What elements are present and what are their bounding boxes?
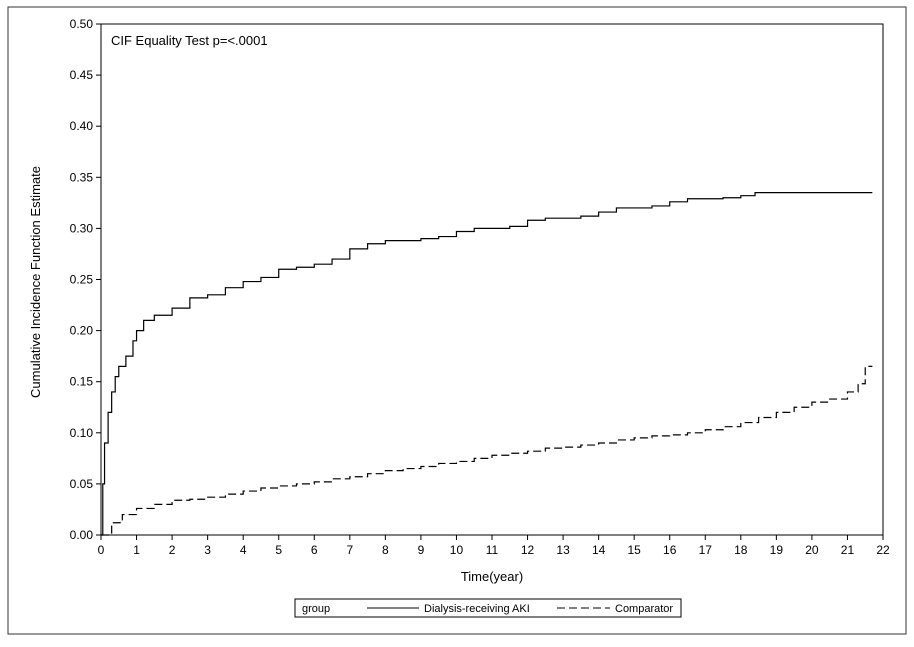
x-tick-label: 15 — [628, 543, 642, 557]
x-tick-label: 12 — [521, 543, 535, 557]
x-tick-label: 19 — [770, 543, 784, 557]
y-tick-label: 0.20 — [70, 324, 94, 338]
y-tick-label: 0.30 — [70, 221, 94, 235]
legend: group Dialysis-receiving AKI Comparator — [294, 598, 682, 618]
x-tick-label: 13 — [556, 543, 570, 557]
annotation-text: CIF Equality Test p=<.0001 — [111, 33, 268, 48]
x-tick-label: 8 — [382, 543, 389, 557]
x-tick-label: 20 — [805, 543, 819, 557]
x-tick-label: 14 — [592, 543, 606, 557]
legend-entry-comparator: Comparator — [615, 603, 673, 615]
x-tick-label: 4 — [240, 543, 247, 557]
y-tick-label: 0.05 — [70, 477, 94, 491]
outer-frame — [7, 6, 907, 635]
x-tick-label: 3 — [204, 543, 211, 557]
y-tick-label: 0.50 — [70, 17, 94, 31]
series-line-dialysis-aki — [101, 192, 873, 536]
y-tick-label: 0.25 — [70, 273, 94, 287]
series-line-comparator — [101, 365, 873, 536]
x-tick-label: 22 — [876, 543, 890, 557]
x-tick-label: 0 — [98, 543, 105, 557]
x-tick-label: 6 — [311, 543, 318, 557]
x-tick-label: 21 — [841, 543, 855, 557]
y-axis: 0.00 0.05 0.10 0.15 0.20 0.25 0.30 0.35 0.40 0.45… — [70, 17, 101, 542]
y-axis-label: Cumulative Incidence Function Estimate — [28, 166, 43, 398]
series-lines — [101, 192, 873, 536]
x-tick-label: 5 — [275, 543, 282, 557]
x-axis: 0 1 2 3 4 5 6 7 8 9 10 11 12 13 14 15 16 17 18 19 20 21 22 — [98, 535, 890, 557]
y-tick-label: 0.15 — [70, 375, 94, 389]
x-tick-label: 10 — [450, 543, 464, 557]
x-tick-label: 16 — [663, 543, 677, 557]
x-tick-label: 11 — [486, 543, 499, 557]
legend-box — [294, 598, 682, 618]
legend-entry-dialysis: Dialysis-receiving AKI — [424, 603, 530, 615]
x-tick-label: 9 — [418, 543, 425, 557]
y-tick-label: 0.35 — [70, 170, 94, 184]
y-tick-label: 0.45 — [70, 68, 94, 82]
y-tick-label: 0.00 — [70, 528, 94, 542]
x-tick-label: 7 — [346, 543, 353, 557]
x-tick-label: 17 — [699, 543, 713, 557]
x-axis-label: Time(year) — [461, 569, 523, 584]
x-tick-label: 1 — [133, 543, 140, 557]
x-tick-label: 2 — [169, 543, 176, 557]
x-tick-label: 18 — [734, 543, 748, 557]
legend-title: group — [302, 603, 330, 615]
y-tick-label: 0.40 — [70, 119, 94, 133]
y-tick-label: 0.10 — [70, 426, 94, 440]
